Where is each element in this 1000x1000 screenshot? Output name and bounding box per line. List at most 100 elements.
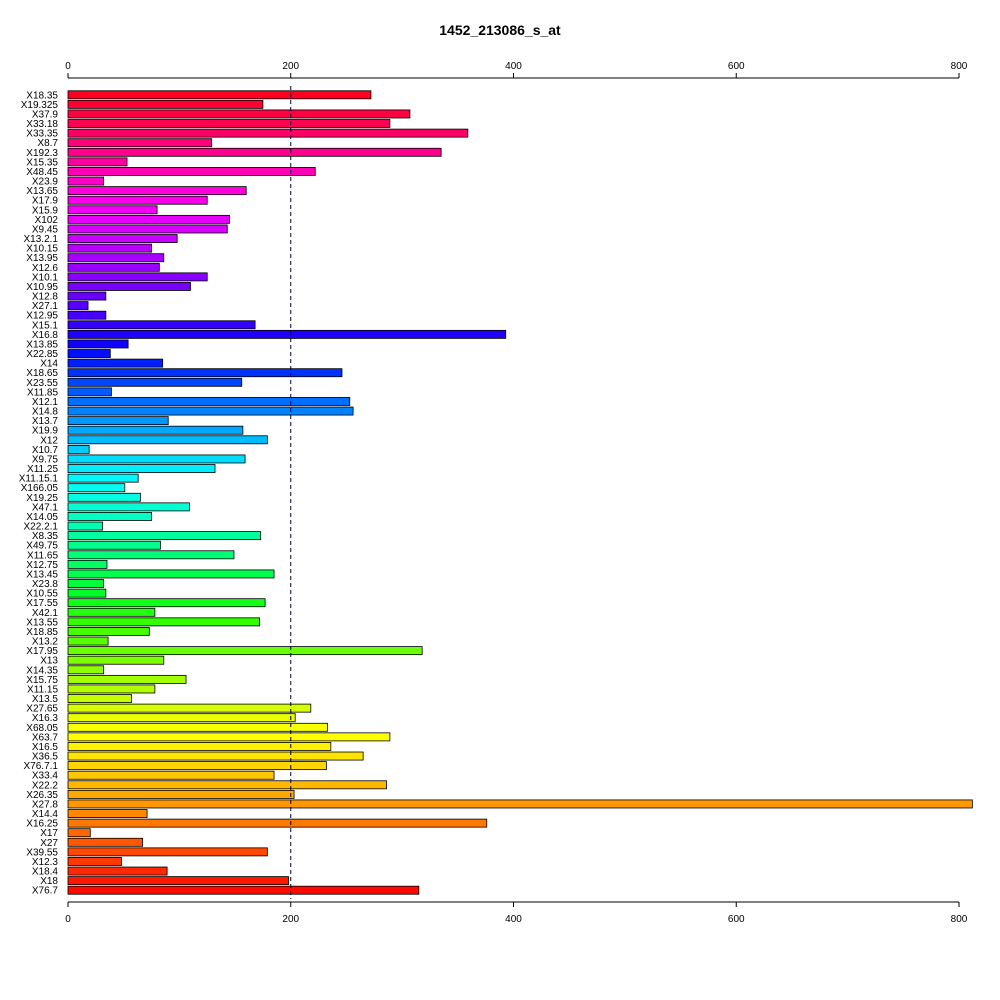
bar [67, 770, 275, 780]
category-label: X42.1 [32, 608, 59, 619]
category-label: X13.65 [26, 186, 58, 197]
x-tick-label-bottom: 800 [951, 914, 968, 925]
category-label: X27.1 [32, 301, 59, 312]
category-label: X18.65 [26, 368, 58, 379]
category-label: X12.3 [32, 857, 59, 868]
bar [67, 512, 152, 521]
category-label: X37.9 [32, 109, 59, 120]
category-label: X19.325 [21, 100, 59, 111]
category-label: X14.8 [32, 407, 59, 418]
x-tick-label-bottom: 200 [282, 914, 299, 925]
bar [67, 674, 187, 684]
bar [67, 99, 264, 109]
bar [67, 425, 244, 435]
bar [67, 531, 262, 541]
category-label: X15.75 [26, 675, 58, 686]
bar [67, 646, 423, 656]
bar [67, 214, 230, 224]
x-tick-label-bottom: 0 [65, 914, 71, 925]
category-label: X36.5 [32, 752, 59, 763]
bar [67, 243, 152, 253]
category-label: X13.7 [32, 416, 59, 427]
bar [67, 885, 420, 895]
category-label: X19.9 [32, 426, 59, 437]
category-label: X12.6 [32, 263, 59, 274]
category-label: X16.3 [32, 713, 59, 724]
category-label: X12.75 [26, 560, 58, 571]
bar [67, 847, 268, 857]
bar [67, 138, 213, 148]
bar [67, 799, 973, 809]
category-label: X17.95 [26, 646, 58, 657]
category-label: X14.05 [26, 512, 58, 523]
bar [67, 444, 90, 454]
bar [67, 588, 107, 598]
category-label: X11.25 [27, 464, 58, 475]
bar [67, 713, 296, 723]
category-label: X16.5 [32, 742, 59, 753]
bar [67, 483, 126, 493]
category-label: X15.9 [32, 205, 59, 216]
category-label: X10.55 [26, 589, 58, 600]
bar [67, 703, 312, 713]
x-tick-label-bottom: 400 [505, 914, 522, 925]
bar [67, 119, 391, 128]
chart-title: 1452_213086_s_at [439, 22, 561, 38]
category-label: X14 [40, 359, 58, 370]
bar [67, 837, 144, 847]
category-label: X11.65 [27, 550, 58, 561]
category-label: X10.7 [32, 445, 59, 456]
category-label: X13.2 [32, 637, 59, 648]
category-label: X18.85 [26, 627, 58, 638]
category-label: X33.4 [32, 771, 59, 782]
bar [67, 128, 469, 138]
bar [67, 732, 391, 742]
category-label: X27.65 [26, 704, 58, 715]
category-label: X8.7 [37, 138, 58, 149]
category-label: X17 [40, 828, 58, 839]
category-label: X16.8 [32, 330, 59, 341]
bar [67, 722, 328, 732]
category-label: X17.9 [32, 196, 59, 207]
bar [67, 377, 243, 387]
category-label: X39.55 [26, 847, 58, 858]
category-label: X22.2.1 [24, 522, 59, 533]
bar [67, 655, 165, 665]
category-label: X8.35 [32, 531, 59, 542]
category-label: X18.35 [26, 90, 58, 101]
bar [67, 464, 216, 473]
bar [67, 272, 208, 282]
bar [67, 473, 139, 483]
category-label: X15.1 [32, 320, 59, 331]
bar [67, 607, 156, 617]
category-label: X23.9 [32, 177, 59, 188]
bar [67, 282, 191, 291]
category-label: X13 [40, 656, 58, 667]
bar [67, 617, 260, 627]
category-label: X13.5 [32, 694, 59, 705]
bar [67, 742, 332, 751]
bar [67, 492, 141, 502]
x-tick-label-top: 200 [282, 61, 299, 72]
category-label: X76.7.1 [24, 761, 59, 772]
category-label: X13.2.1 [24, 234, 59, 245]
bar [67, 435, 268, 445]
bar [67, 540, 161, 550]
category-label: X11.85 [27, 387, 58, 398]
bar [67, 301, 89, 311]
bar [67, 521, 103, 531]
bar [67, 454, 246, 464]
bar [67, 157, 128, 167]
category-label: X63.7 [32, 732, 59, 743]
bar [67, 329, 507, 339]
bar [67, 665, 105, 675]
x-tick-label-bottom: 600 [728, 914, 745, 925]
bar [67, 186, 247, 196]
bar [67, 761, 327, 771]
bar [67, 262, 160, 272]
category-label: X76.7 [32, 886, 59, 897]
bar [67, 559, 108, 569]
bar [67, 90, 372, 100]
bar [67, 627, 150, 636]
